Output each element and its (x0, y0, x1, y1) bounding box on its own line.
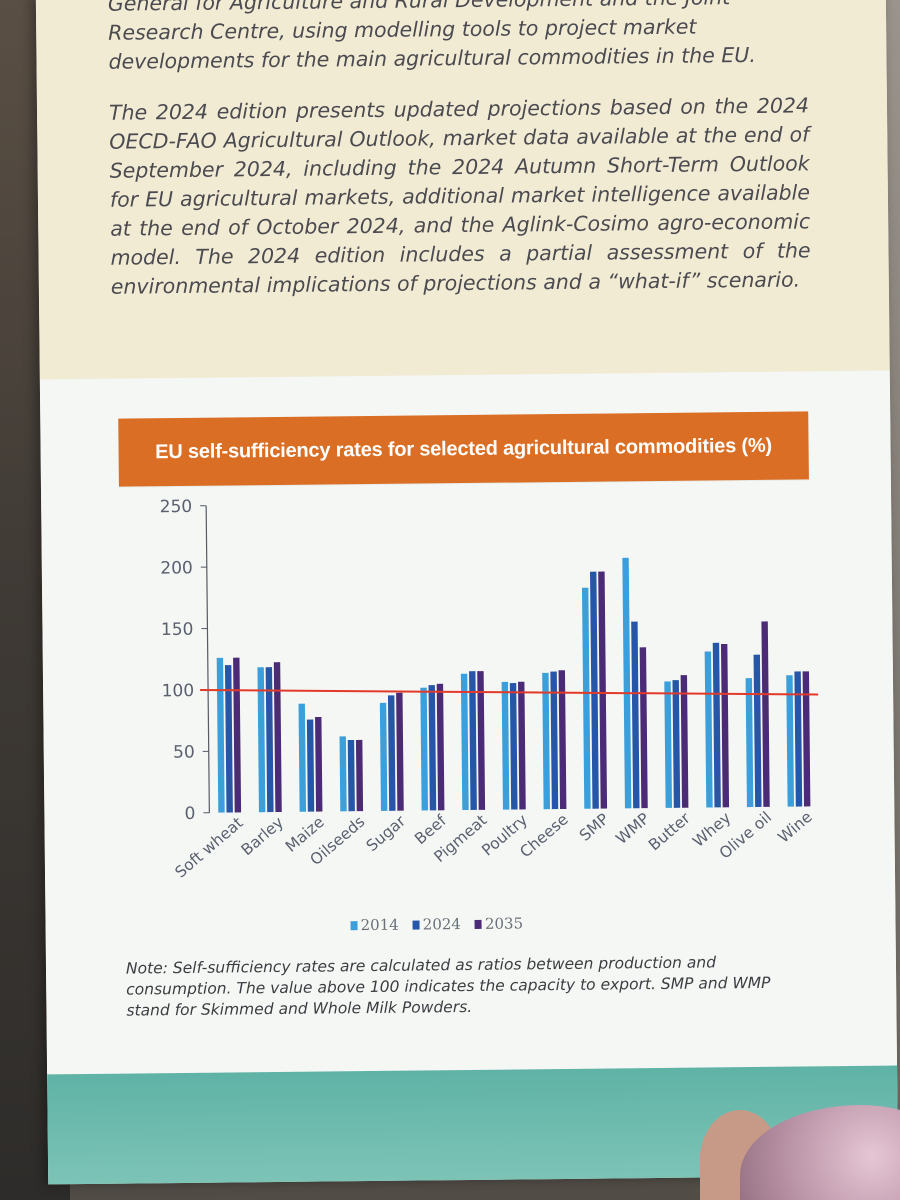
bar-2035-maize (315, 716, 323, 812)
chart-panel: EU self-sufficiency rates for selected a… (39, 370, 898, 1080)
legend-label: 2035 (484, 914, 524, 933)
legend-label: 2014 (360, 915, 399, 935)
x-tick-label: SMP (576, 810, 612, 845)
intro-text: General for Agriculture and Rural Develo… (108, 0, 811, 324)
bar-2014-whey (704, 651, 713, 808)
bar-2014-sugar (379, 702, 388, 811)
bar-2014-wmp (622, 557, 632, 809)
chart-note: Note: Self-sufficiency rates are calcula… (125, 953, 771, 1020)
y-tick-label: 200 (160, 558, 193, 578)
legend-item-2014: 2014 (350, 915, 399, 935)
bar-2024-sugar (387, 695, 396, 811)
legend-item-2035: 2035 (474, 914, 524, 933)
legend-item-2024: 2024 (412, 915, 462, 934)
bar-2035-soft-wheat (233, 657, 242, 813)
bar-2014-smp (581, 587, 591, 809)
bar-2035-poultry (518, 681, 526, 810)
chart-title: EU self-sufficiency rates for selected a… (155, 434, 773, 463)
bar-2024-smp (590, 571, 599, 809)
legend-swatch (350, 920, 358, 930)
y-tick-label: 100 (162, 681, 195, 701)
intro-line: developments for the main agricultural c… (108, 42, 756, 74)
intro-line: Research Centre, using modelling tools t… (108, 14, 697, 45)
bar-2024-wine (794, 671, 803, 807)
bar-2014-oilseeds (339, 736, 347, 812)
intro-paragraph-1: General for Agriculture and Rural Develo… (108, 0, 809, 77)
bar-2035-whey (720, 643, 730, 808)
bar-2035-barley (273, 662, 282, 813)
y-tick-label: 150 (161, 620, 194, 640)
x-tick-label: Wine (775, 808, 816, 847)
bar-2024-cheese (550, 671, 559, 810)
bar-2024-beef (428, 685, 437, 811)
bar-2014-olive-oil (745, 678, 754, 808)
bar-2035-pigmeat (477, 671, 486, 810)
bar-2035-butter (680, 675, 689, 808)
leaflet-page: General for Agriculture and Rural Develo… (35, 0, 899, 1185)
x-tick-label: Butter (645, 809, 694, 855)
bar-2035-cheese (558, 670, 567, 810)
bar-2014-soft-wheat (216, 657, 225, 813)
bar-2035-sugar (396, 692, 404, 811)
intro-paragraph-2: The 2024 edition presents updated projec… (108, 93, 811, 299)
bar-2024-poultry (509, 683, 518, 810)
bar-2024-soft-wheat (224, 665, 233, 813)
bar-2024-barley (265, 667, 274, 813)
y-tick-label: 0 (184, 804, 195, 824)
bar-2024-olive-oil (753, 654, 762, 807)
bar-2014-cheese (542, 672, 551, 810)
chart-legend: 2014 2024 2035 (350, 914, 523, 934)
bar-2035-olive-oil (761, 621, 770, 807)
intro-panel: General for Agriculture and Rural Develo… (35, 0, 890, 380)
legend-swatch (412, 920, 420, 930)
bar-2014-wine (786, 675, 795, 807)
bar-2014-poultry (501, 681, 510, 810)
x-tick-label: Sugar (363, 812, 410, 856)
bar-2024-pigmeat (469, 671, 477, 810)
y-tick-label: 250 (160, 497, 193, 517)
intro-line: General for Agriculture and Rural Develo… (107, 0, 731, 16)
bar-2014-barley (257, 667, 266, 813)
bar-2014-butter (664, 681, 673, 808)
legend-swatch (474, 919, 482, 929)
bar-2035-beef (436, 683, 445, 811)
bar-2035-wmp (639, 647, 648, 809)
chart-header: EU self-sufficiency rates for selected a… (118, 411, 809, 487)
bar-2024-butter (672, 680, 681, 808)
bar-2035-wine (802, 671, 811, 807)
bar-2024-oilseeds (347, 739, 355, 812)
x-tick-label: Soft wheat (172, 814, 247, 882)
y-axis-line (205, 505, 210, 813)
legend-label: 2024 (422, 915, 462, 934)
y-tick-label: 50 (173, 742, 195, 762)
reference-line-100 (200, 689, 819, 696)
bar-2014-beef (420, 687, 429, 811)
bar-2024-maize (306, 719, 315, 812)
bar-2014-pigmeat (460, 673, 469, 811)
bar-2014-maize (298, 703, 307, 812)
bar-2024-whey (712, 642, 721, 808)
bar-2024-wmp (631, 621, 640, 809)
bar-2035-oilseeds (355, 739, 364, 812)
bar-2035-smp (598, 571, 608, 809)
x-tick-label: Barley (238, 813, 287, 859)
